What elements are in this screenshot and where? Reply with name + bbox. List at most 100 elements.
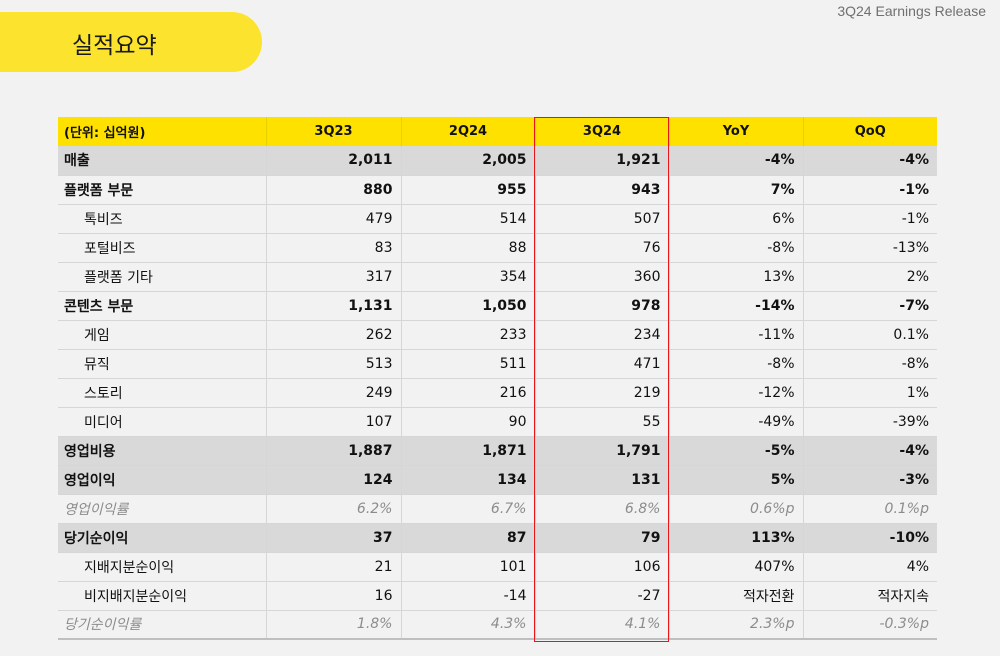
cell-yoy: -4% [668,146,803,176]
table-row-revenue: 매출 2,011 2,005 1,921 -4% -4% [58,146,937,176]
cell-3q24: 76 [534,233,669,263]
column-header-3q23: 3Q23 [265,117,401,146]
cell-yoy: -49% [668,407,803,437]
cell-yoy: 7% [668,175,803,205]
column-header-2q24: 2Q24 [400,117,535,146]
cell-3q23: 1,131 [265,291,401,321]
column-header-yoy: YoY [668,117,803,146]
row-label: 플랫폼 부문 [58,175,266,205]
cell-yoy: -11% [668,320,803,350]
table-row-noncontrolling-interest: 비지배지분순이익 16 -14 -27 적자전환 적자지속 [58,581,937,611]
row-label: 톡비즈 [58,204,266,234]
cell-3q23: 262 [265,320,401,350]
table-row-operating-profit: 영업이익 124 134 131 5% -3% [58,465,937,495]
table-row-operating-expenses: 영업비용 1,887 1,871 1,791 -5% -4% [58,436,937,466]
cell-3q23: 124 [265,465,401,495]
table-row-operating-margin: 영업이익률 6.2% 6.7% 6.8% 0.6%p 0.1%p [58,494,937,524]
cell-3q24: 1,921 [534,146,669,176]
row-label: 뮤직 [58,349,266,379]
row-label: 영업이익 [58,465,266,495]
cell-qoq: -4% [802,146,937,176]
cell-qoq: 0.1%p [802,494,937,524]
cell-yoy: 2.3%p [668,610,803,640]
table-header-row: (단위: 십억원) 3Q23 2Q24 3Q24 YoY QoQ [58,117,937,146]
cell-qoq: -13% [802,233,937,263]
cell-3q23: 37 [265,523,401,553]
row-label: 미디어 [58,407,266,437]
cell-qoq: -1% [802,175,937,205]
cell-yoy: 0.6%p [668,494,803,524]
cell-2q24: 354 [400,262,535,292]
cell-2q24: 6.7% [400,494,535,524]
cell-3q23: 16 [265,581,401,611]
table-row-game: 게임 262 233 234 -11% 0.1% [58,320,937,350]
cell-yoy: 5% [668,465,803,495]
cell-qoq: -39% [802,407,937,437]
cell-yoy: -14% [668,291,803,321]
table-row-talkbiz: 톡비즈 479 514 507 6% -1% [58,204,937,234]
cell-3q24: 978 [534,291,669,321]
cell-3q23: 2,011 [265,146,401,176]
table-row-controlling-interest: 지배지분순이익 21 101 106 407% 4% [58,552,937,582]
cell-yoy: 13% [668,262,803,292]
cell-3q23: 6.2% [265,494,401,524]
row-label: 콘텐츠 부문 [58,291,266,321]
cell-3q24: 360 [534,262,669,292]
earnings-summary-table: (단위: 십억원) 3Q23 2Q24 3Q24 YoY QoQ 매출 2,01… [58,117,937,640]
cell-2q24: 88 [400,233,535,263]
cell-2q24: 514 [400,204,535,234]
row-label: 영업비용 [58,436,266,466]
cell-qoq: 2% [802,262,937,292]
cell-3q24: 79 [534,523,669,553]
title-pill: 실적요약 [0,12,262,72]
cell-qoq: 0.1% [802,320,937,350]
cell-2q24: 101 [400,552,535,582]
row-label: 포털비즈 [58,233,266,263]
cell-yoy: -8% [668,233,803,263]
cell-3q23: 317 [265,262,401,292]
table-row-story: 스토리 249 216 219 -12% 1% [58,378,937,408]
column-header-3q24: 3Q24 [534,117,669,146]
cell-2q24: 216 [400,378,535,408]
cell-3q24: 234 [534,320,669,350]
cell-3q24: 6.8% [534,494,669,524]
row-label: 영업이익률 [58,494,266,524]
cell-qoq: -3% [802,465,937,495]
table-row-platform-other: 플랫폼 기타 317 354 360 13% 2% [58,262,937,292]
row-label: 스토리 [58,378,266,408]
cell-3q24: 943 [534,175,669,205]
table-row-music: 뮤직 513 511 471 -8% -8% [58,349,937,379]
cell-3q24: 131 [534,465,669,495]
cell-qoq: -1% [802,204,937,234]
cell-3q24: 55 [534,407,669,437]
release-label: 3Q24 Earnings Release [837,3,986,19]
cell-3q23: 249 [265,378,401,408]
cell-2q24: 4.3% [400,610,535,640]
cell-3q24: -27 [534,581,669,611]
table-row-net-income: 당기순이익 37 87 79 113% -10% [58,523,937,553]
table-row-portalbiz: 포털비즈 83 88 76 -8% -13% [58,233,937,263]
row-label: 당기순이익 [58,523,266,553]
cell-qoq: -4% [802,436,937,466]
cell-3q23: 513 [265,349,401,379]
cell-2q24: 90 [400,407,535,437]
cell-3q24: 4.1% [534,610,669,640]
table-row-content: 콘텐츠 부문 1,131 1,050 978 -14% -7% [58,291,937,321]
column-header-unit: (단위: 십억원) [64,126,146,141]
cell-3q24: 471 [534,349,669,379]
cell-qoq: -8% [802,349,937,379]
cell-yoy: -8% [668,349,803,379]
column-header-qoq: QoQ [802,117,937,146]
cell-3q24: 106 [534,552,669,582]
table-row-media: 미디어 107 90 55 -49% -39% [58,407,937,437]
cell-3q24: 219 [534,378,669,408]
cell-yoy: 113% [668,523,803,553]
cell-2q24: 1,871 [400,436,535,466]
page-title: 실적요약 [72,33,157,59]
table-row-net-margin: 당기순이익률 1.8% 4.3% 4.1% 2.3%p -0.3%p [58,610,937,640]
cell-2q24: 87 [400,523,535,553]
cell-3q23: 1.8% [265,610,401,640]
row-label: 게임 [58,320,266,350]
cell-yoy: 적자전환 [668,581,803,611]
cell-3q23: 479 [265,204,401,234]
